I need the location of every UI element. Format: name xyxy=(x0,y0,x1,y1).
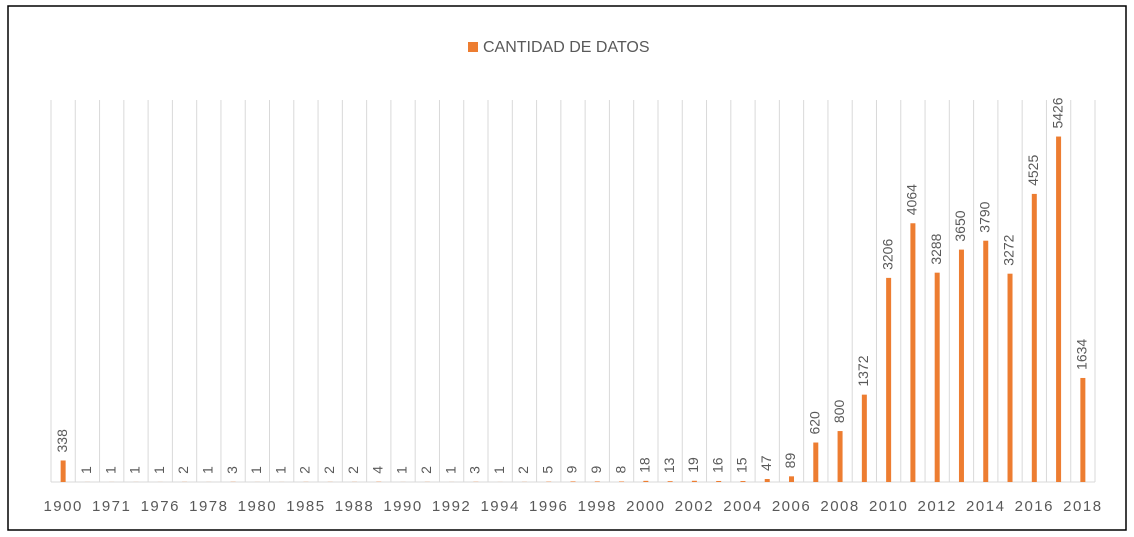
bar xyxy=(643,480,649,482)
x-tick-label: 2012 xyxy=(917,498,956,515)
x-tick-label: 2002 xyxy=(675,498,714,515)
bar xyxy=(619,481,625,482)
x-tick-label: 1971 xyxy=(92,498,131,515)
value-label: 3650 xyxy=(952,210,968,241)
x-tick-label: 2008 xyxy=(820,498,859,515)
x-tick-label: 1990 xyxy=(383,498,422,515)
bar xyxy=(861,394,867,482)
value-label: 13 xyxy=(661,457,677,473)
value-label: 5426 xyxy=(1049,97,1065,128)
value-label: 2 xyxy=(321,466,337,474)
x-tick-label: 2018 xyxy=(1063,498,1102,515)
value-label: 1634 xyxy=(1074,339,1090,370)
value-label: 2 xyxy=(175,466,191,474)
bar xyxy=(764,479,770,482)
x-tick-label: 1992 xyxy=(432,498,471,515)
value-label: 8 xyxy=(612,465,628,473)
bar xyxy=(789,476,795,482)
bar xyxy=(570,481,576,482)
x-tick-label: 1978 xyxy=(189,498,228,515)
value-label: 1 xyxy=(248,466,264,474)
value-label: 5 xyxy=(539,466,555,474)
value-label: 1 xyxy=(102,466,118,474)
x-tick-label: 1996 xyxy=(529,498,568,515)
value-label: 338 xyxy=(54,429,70,453)
bar xyxy=(886,277,892,482)
bar xyxy=(1031,193,1037,483)
bar xyxy=(594,481,600,482)
value-label: 1 xyxy=(127,466,143,474)
value-label: 3 xyxy=(224,466,240,474)
value-label: 89 xyxy=(782,453,798,469)
value-label: 47 xyxy=(758,455,774,471)
value-label: 3288 xyxy=(928,233,944,264)
value-label: 1 xyxy=(491,466,507,474)
bar xyxy=(60,460,66,482)
value-label: 1372 xyxy=(855,355,871,386)
bar xyxy=(716,480,722,482)
x-tick-label: 2006 xyxy=(772,498,811,515)
x-tick-label: 1900 xyxy=(43,498,82,515)
x-tick-label: 1994 xyxy=(480,498,519,515)
value-label: 3206 xyxy=(879,239,895,270)
value-label: 2 xyxy=(515,466,531,474)
bar xyxy=(958,249,964,482)
value-label: 1 xyxy=(78,466,94,474)
bar xyxy=(1080,377,1086,482)
value-label: 3272 xyxy=(1001,234,1017,265)
value-label: 620 xyxy=(806,411,822,435)
x-tick-label: 2000 xyxy=(626,498,665,515)
value-label: 2 xyxy=(418,466,434,474)
bar xyxy=(837,431,843,482)
bar xyxy=(1056,136,1062,482)
value-label: 2 xyxy=(345,466,361,474)
value-label: 3 xyxy=(467,466,483,474)
value-label: 19 xyxy=(685,457,701,473)
value-label: 3790 xyxy=(976,201,992,232)
value-label: 800 xyxy=(831,399,847,423)
bar xyxy=(983,240,989,482)
bar xyxy=(910,223,916,482)
x-tick-label: 2004 xyxy=(723,498,762,515)
x-tick-label: 1988 xyxy=(335,498,374,515)
x-tick-label: 2014 xyxy=(966,498,1005,515)
bar xyxy=(691,480,697,482)
value-label: 1 xyxy=(272,466,288,474)
legend-label: CANTIDAD DE DATOS xyxy=(483,39,650,56)
value-label: 15 xyxy=(734,457,750,473)
value-label: 4064 xyxy=(904,184,920,215)
value-label: 1 xyxy=(442,466,458,474)
x-tick-label: 1976 xyxy=(141,498,180,515)
bar xyxy=(740,481,746,482)
value-label: 1 xyxy=(200,466,216,474)
chart-border xyxy=(7,5,1127,531)
value-label: 4 xyxy=(369,466,385,474)
x-tick-label: 1980 xyxy=(238,498,277,515)
value-label: 16 xyxy=(709,457,725,473)
value-label: 9 xyxy=(588,465,604,473)
legend-swatch xyxy=(468,42,478,52)
x-tick-label: 1985 xyxy=(286,498,325,515)
x-tick-label: 1998 xyxy=(578,498,617,515)
value-label: 1 xyxy=(394,466,410,474)
bar xyxy=(1007,273,1013,482)
value-label: 1 xyxy=(151,466,167,474)
value-label: 18 xyxy=(637,457,653,473)
x-tick-label: 2010 xyxy=(869,498,908,515)
value-label: 4525 xyxy=(1025,155,1041,186)
bar xyxy=(934,272,940,482)
value-label: 9 xyxy=(564,465,580,473)
x-tick-label: 2016 xyxy=(1015,498,1054,515)
bar xyxy=(813,442,819,482)
bar xyxy=(667,481,673,482)
value-label: 2 xyxy=(297,466,313,474)
